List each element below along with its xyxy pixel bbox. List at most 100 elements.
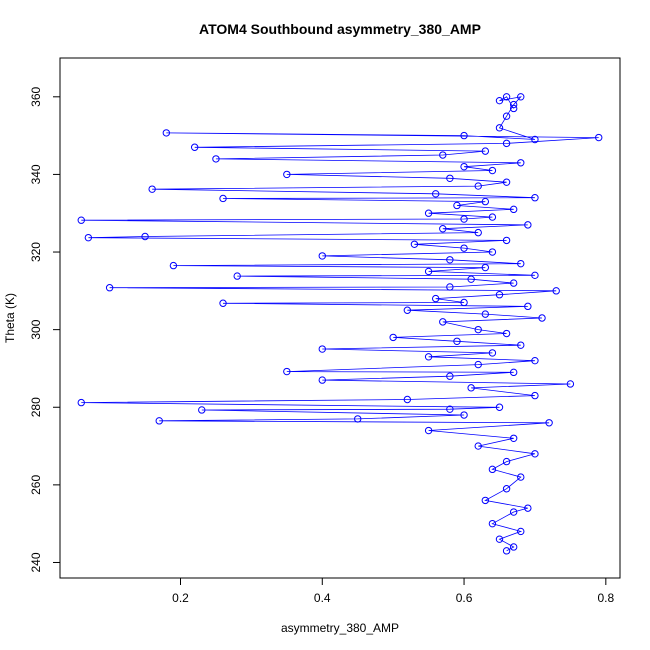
data-point-53 — [446, 283, 454, 291]
data-point-81 — [531, 194, 539, 202]
data-point-50 — [495, 291, 504, 299]
x-axis: 0.2 0.4 0.6 0.8 — [172, 577, 614, 605]
data-point-103 — [517, 93, 525, 101]
data-point-89 — [460, 162, 468, 171]
data-point-61 — [517, 259, 525, 268]
data-point-93 — [481, 147, 490, 155]
data-point-30 — [509, 368, 518, 377]
data-point-95 — [502, 139, 511, 148]
data-point-68 — [84, 233, 93, 242]
data-point-33 — [531, 356, 539, 365]
data-point-11 — [502, 457, 511, 466]
data-point-82 — [431, 190, 440, 198]
data-point-69 — [141, 232, 149, 241]
data-point-45 — [403, 306, 412, 314]
data-point-57 — [531, 271, 539, 280]
data-point-67 — [502, 236, 511, 245]
data-point-43 — [538, 314, 546, 322]
data-point-25 — [531, 391, 539, 400]
data-point-40 — [502, 329, 511, 338]
data-point-59 — [481, 263, 490, 272]
data-point-91 — [212, 155, 220, 163]
data-layer — [77, 93, 603, 555]
data-point-5 — [509, 508, 518, 516]
x-axis-label: asymmetry_380_AMP — [281, 621, 399, 635]
x-tick-label-0: 0.2 — [172, 591, 189, 605]
data-point-86 — [446, 174, 454, 182]
data-point-28 — [318, 376, 326, 384]
data-point-64 — [488, 248, 497, 256]
data-point-60 — [169, 261, 178, 270]
data-point-12 — [531, 450, 539, 458]
y-tick-label-4: 320 — [29, 242, 43, 262]
data-point-66 — [410, 240, 419, 248]
data-point-96 — [595, 133, 603, 142]
data-point-74 — [460, 215, 468, 223]
data-point-73 — [77, 216, 85, 224]
data-point-16 — [545, 419, 553, 427]
y-tick-label-5: 340 — [29, 164, 43, 184]
data-point-54 — [509, 279, 518, 287]
data-point-9 — [517, 473, 525, 481]
data-point-71 — [439, 225, 447, 233]
data-point-3 — [517, 527, 525, 536]
y-tick-label-1: 260 — [29, 475, 43, 495]
data-point-92 — [439, 151, 447, 159]
data-point-102 — [509, 100, 518, 109]
data-point-26 — [467, 384, 475, 392]
data-point-94 — [190, 143, 199, 151]
chart-title: ATOM4 Southbound asymmetry_380_AMP — [199, 21, 481, 37]
data-point-44 — [481, 310, 490, 318]
data-point-23 — [77, 398, 85, 407]
data-point-14 — [509, 434, 518, 442]
data-point-105 — [502, 93, 511, 101]
data-point-0 — [502, 547, 511, 555]
series-line-0 — [81, 96, 599, 552]
data-point-85 — [502, 178, 511, 186]
y-axis-label: Theta (K) — [3, 293, 17, 343]
data-point-104 — [495, 96, 504, 105]
data-point-41 — [474, 325, 482, 334]
data-point-8 — [502, 485, 511, 493]
data-point-87 — [283, 170, 291, 179]
data-point-55 — [467, 275, 475, 283]
data-point-99 — [531, 135, 539, 144]
data-point-42 — [439, 318, 447, 326]
data-point-48 — [460, 298, 468, 307]
data-point-47 — [219, 299, 227, 307]
data-point-46 — [524, 302, 532, 311]
data-point-101 — [502, 112, 511, 120]
data-point-78 — [453, 201, 461, 210]
data-point-65 — [460, 244, 468, 252]
data-point-76 — [424, 209, 433, 217]
data-point-106 — [509, 104, 518, 113]
data-point-62 — [446, 256, 454, 264]
data-point-31 — [283, 367, 291, 376]
data-point-21 — [446, 405, 454, 413]
data-point-63 — [318, 252, 326, 260]
data-point-6 — [524, 504, 532, 512]
data-point-35 — [488, 349, 497, 357]
data-point-77 — [509, 205, 518, 214]
y-tick-label-0: 240 — [29, 552, 43, 572]
data-point-34 — [424, 353, 433, 361]
data-point-72 — [524, 221, 532, 229]
data-point-97 — [162, 129, 171, 137]
data-point-24 — [403, 395, 412, 404]
data-point-1 — [509, 543, 518, 551]
y-tick-label-2: 280 — [29, 397, 43, 417]
x-tick-label-3: 0.8 — [597, 591, 614, 605]
data-point-32 — [474, 360, 482, 369]
y-tick-label-3: 300 — [29, 319, 43, 339]
data-point-58 — [424, 267, 433, 276]
data-point-13 — [474, 442, 482, 450]
data-point-98 — [460, 131, 468, 140]
data-point-7 — [481, 496, 490, 505]
data-point-19 — [460, 411, 468, 419]
x-tick-label-1: 0.4 — [314, 591, 331, 605]
data-point-20 — [198, 406, 206, 414]
y-axis: 240 260 280 300 320 340 360 — [29, 86, 61, 572]
data-point-100 — [495, 124, 504, 132]
data-point-22 — [495, 403, 504, 411]
